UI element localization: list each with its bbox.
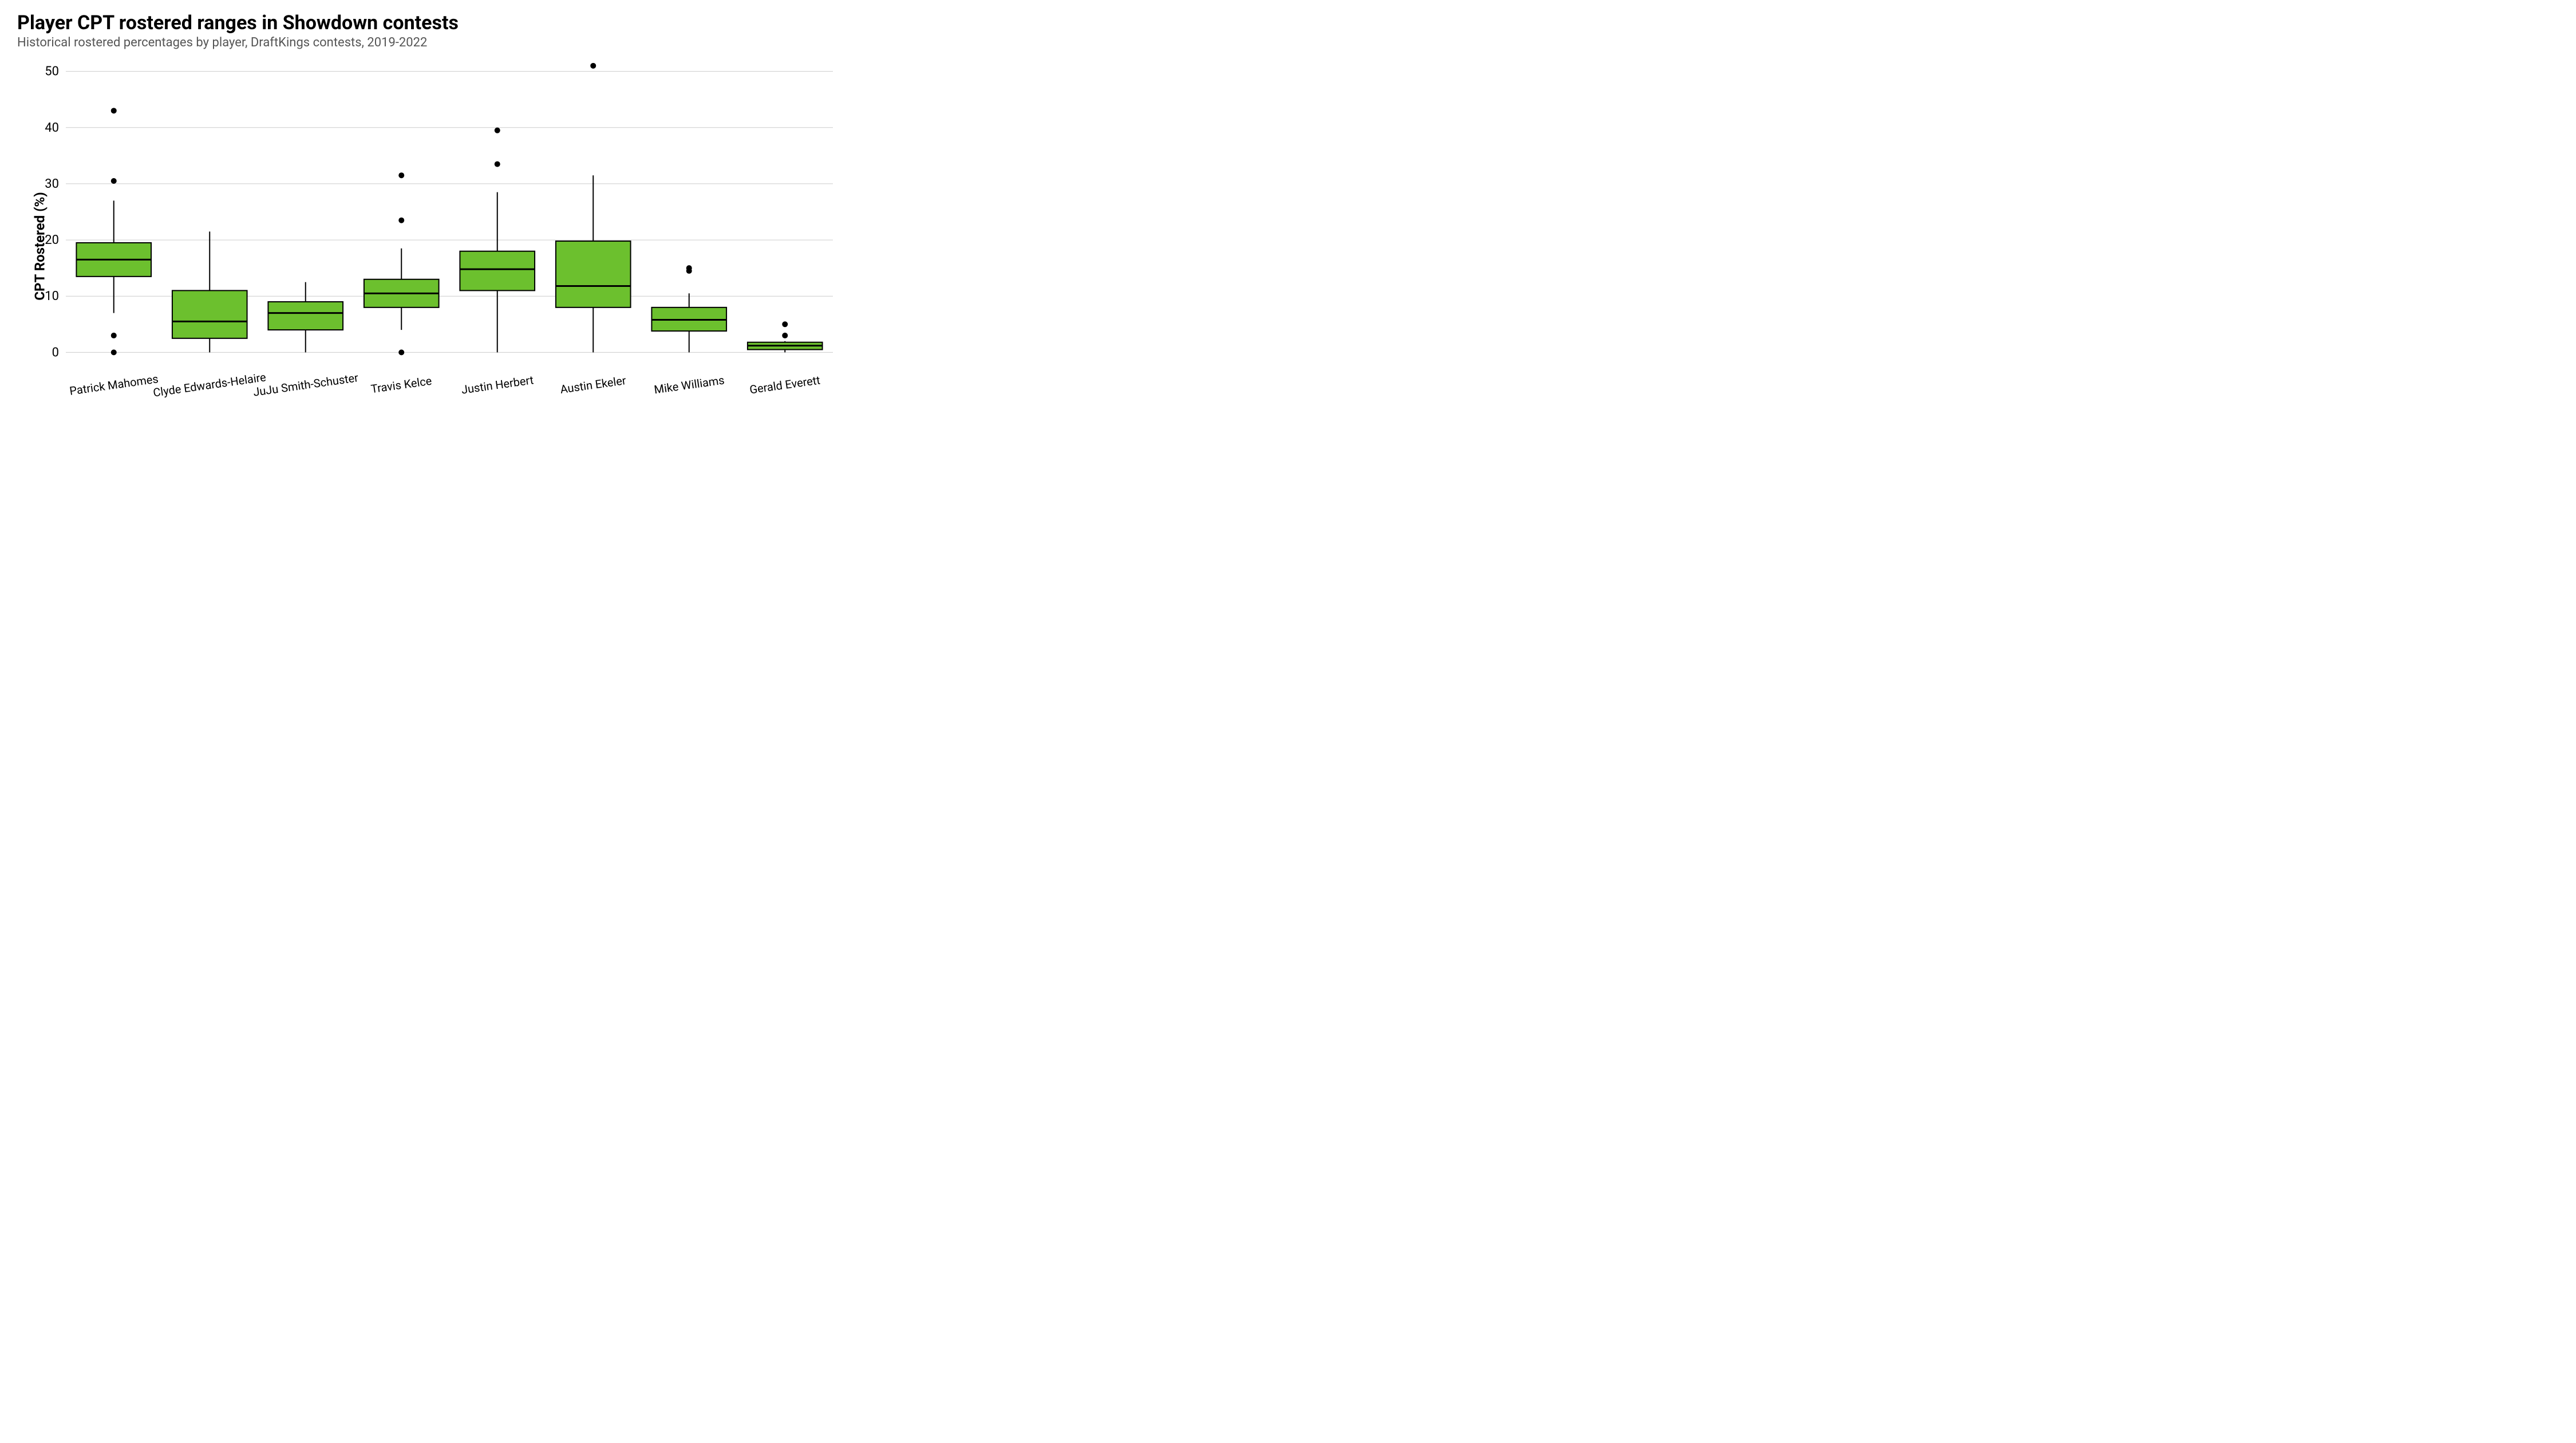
boxplot-svg: 01020304050 [66, 60, 833, 364]
x-tick-label: Austin Ekeler [559, 373, 627, 396]
x-tick-label: Travis Kelce [370, 374, 433, 396]
y-tick-label: 10 [45, 289, 59, 303]
y-tick-label: 30 [45, 177, 59, 191]
plot-area: CPT Rostered (%) 01020304050 Patrick Mah… [17, 60, 833, 432]
y-tick-label: 20 [45, 233, 59, 247]
chart-subtitle: Historical rostered percentages by playe… [17, 36, 841, 50]
y-tick-label: 40 [45, 121, 59, 135]
x-tick-label: Mike Williams [653, 373, 725, 397]
x-tick-label: Gerald Everett [749, 373, 821, 396]
chart-container: Player CPT rostered ranges in Showdown c… [0, 0, 859, 481]
y-tick-label: 0 [52, 345, 59, 360]
y-tick-label: 50 [45, 65, 59, 79]
x-axis-labels: Patrick MahomesClyde Edwards-HelaireJuJu… [66, 370, 833, 428]
x-tick-label: Justin Herbert [460, 373, 534, 396]
x-tick-label: Patrick Mahomes [69, 372, 159, 398]
chart-title: Player CPT rostered ranges in Showdown c… [17, 11, 841, 34]
x-tick-label: JuJu Smith-Schuster [252, 370, 359, 399]
x-tick-label: Clyde Edwards-Helaire [152, 370, 267, 399]
